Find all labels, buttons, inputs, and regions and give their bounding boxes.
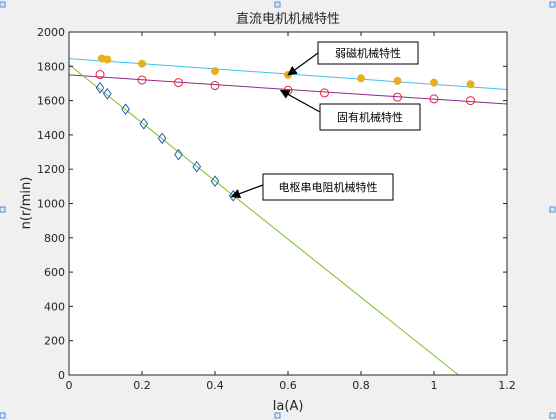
x-tick-label: 0.4 — [206, 379, 224, 392]
chart-title: 直流电机机械特性 — [236, 12, 340, 27]
data-point-series-3 — [95, 81, 105, 94]
data-point-series-2 — [95, 70, 105, 80]
x-tick-label: 0 — [66, 379, 73, 392]
fit-line-series-2 — [68, 74, 508, 105]
data-point-series-2 — [320, 88, 329, 98]
y-tick-label: 1400 — [37, 129, 65, 142]
y-axis: 0 200 400 600 800 1000 1200 1400 1600 1800 2000 — [37, 26, 507, 382]
y-tick-label: 1800 — [37, 60, 65, 73]
resize-handle-middle-left[interactable] — [0, 206, 6, 213]
y-tick-label: 200 — [44, 335, 65, 348]
data-point-series-2 — [210, 81, 220, 91]
annotation-arrow — [279, 89, 321, 113]
plot-area — [69, 32, 507, 375]
data-point-series-2 — [174, 78, 183, 88]
annotation-label: 弱磁机械特性 — [335, 46, 401, 60]
x-axis-label: Ia(A) — [273, 399, 304, 414]
x-tick-label: 1.2 — [498, 379, 516, 392]
annotation-box — [262, 173, 394, 201]
y-tick-label: 1600 — [37, 95, 65, 108]
x-tick-label: 0.6 — [279, 379, 297, 392]
x-tick-label: 1 — [431, 379, 438, 392]
data-point-series-3 — [210, 175, 220, 188]
y-tick-label: 400 — [44, 300, 65, 313]
data-point-series-1 — [357, 74, 365, 83]
x-tick-label: 0.2 — [133, 379, 151, 392]
data-point-series-3 — [157, 132, 167, 145]
data-point-series-1 — [393, 76, 402, 85]
y-tick-label: 800 — [44, 232, 65, 245]
y-tick-label: 1200 — [37, 163, 65, 176]
fit-line-series-3 — [68, 64, 459, 376]
annotation-box — [317, 41, 419, 65]
annotation-box — [319, 103, 421, 131]
data-point-series-1 — [138, 59, 146, 68]
data-points — [95, 54, 475, 202]
resize-handle-bottom-right[interactable] — [549, 412, 556, 419]
resize-handle-middle-right[interactable] — [549, 206, 556, 213]
y-tick-label: 600 — [44, 266, 65, 279]
data-point-series-1 — [211, 67, 219, 76]
data-point-series-2 — [429, 94, 439, 104]
data-point-series-3 — [121, 103, 130, 116]
y-tick-label: 2000 — [37, 26, 65, 39]
data-point-series-2 — [137, 75, 147, 85]
x-axis: 0 0.2 0.4 0.6 0.8 1 1.2 — [66, 32, 516, 392]
annotation-arrow — [287, 52, 319, 76]
data-point-series-3 — [102, 87, 112, 100]
data-point-series-1 — [430, 78, 438, 87]
resize-handle-top-left[interactable] — [0, 1, 6, 8]
data-point-series-3 — [139, 117, 149, 130]
resize-handle-top-right[interactable] — [549, 1, 556, 8]
data-point-series-1 — [103, 55, 112, 64]
annotation-label: 电枢串电阻机械特性 — [279, 180, 378, 194]
data-point-series-1 — [466, 80, 475, 89]
y-axis-label: n(r/min) — [19, 177, 34, 230]
data-point-series-2 — [466, 96, 475, 106]
data-point-series-2 — [393, 92, 402, 102]
resize-handle-bottom-left[interactable] — [0, 412, 6, 419]
x-tick-label: 0.8 — [352, 379, 370, 392]
annotation-arrow — [230, 184, 264, 199]
data-point-series-3 — [174, 148, 183, 161]
resize-handle-bottom-center[interactable] — [274, 412, 281, 419]
resize-handle-top-center[interactable] — [274, 1, 281, 8]
y-tick-label: 1000 — [37, 198, 65, 211]
data-point-series-3 — [192, 160, 202, 173]
y-tick-label: 0 — [58, 369, 65, 382]
annotation-label: 固有机械特性 — [337, 110, 403, 124]
